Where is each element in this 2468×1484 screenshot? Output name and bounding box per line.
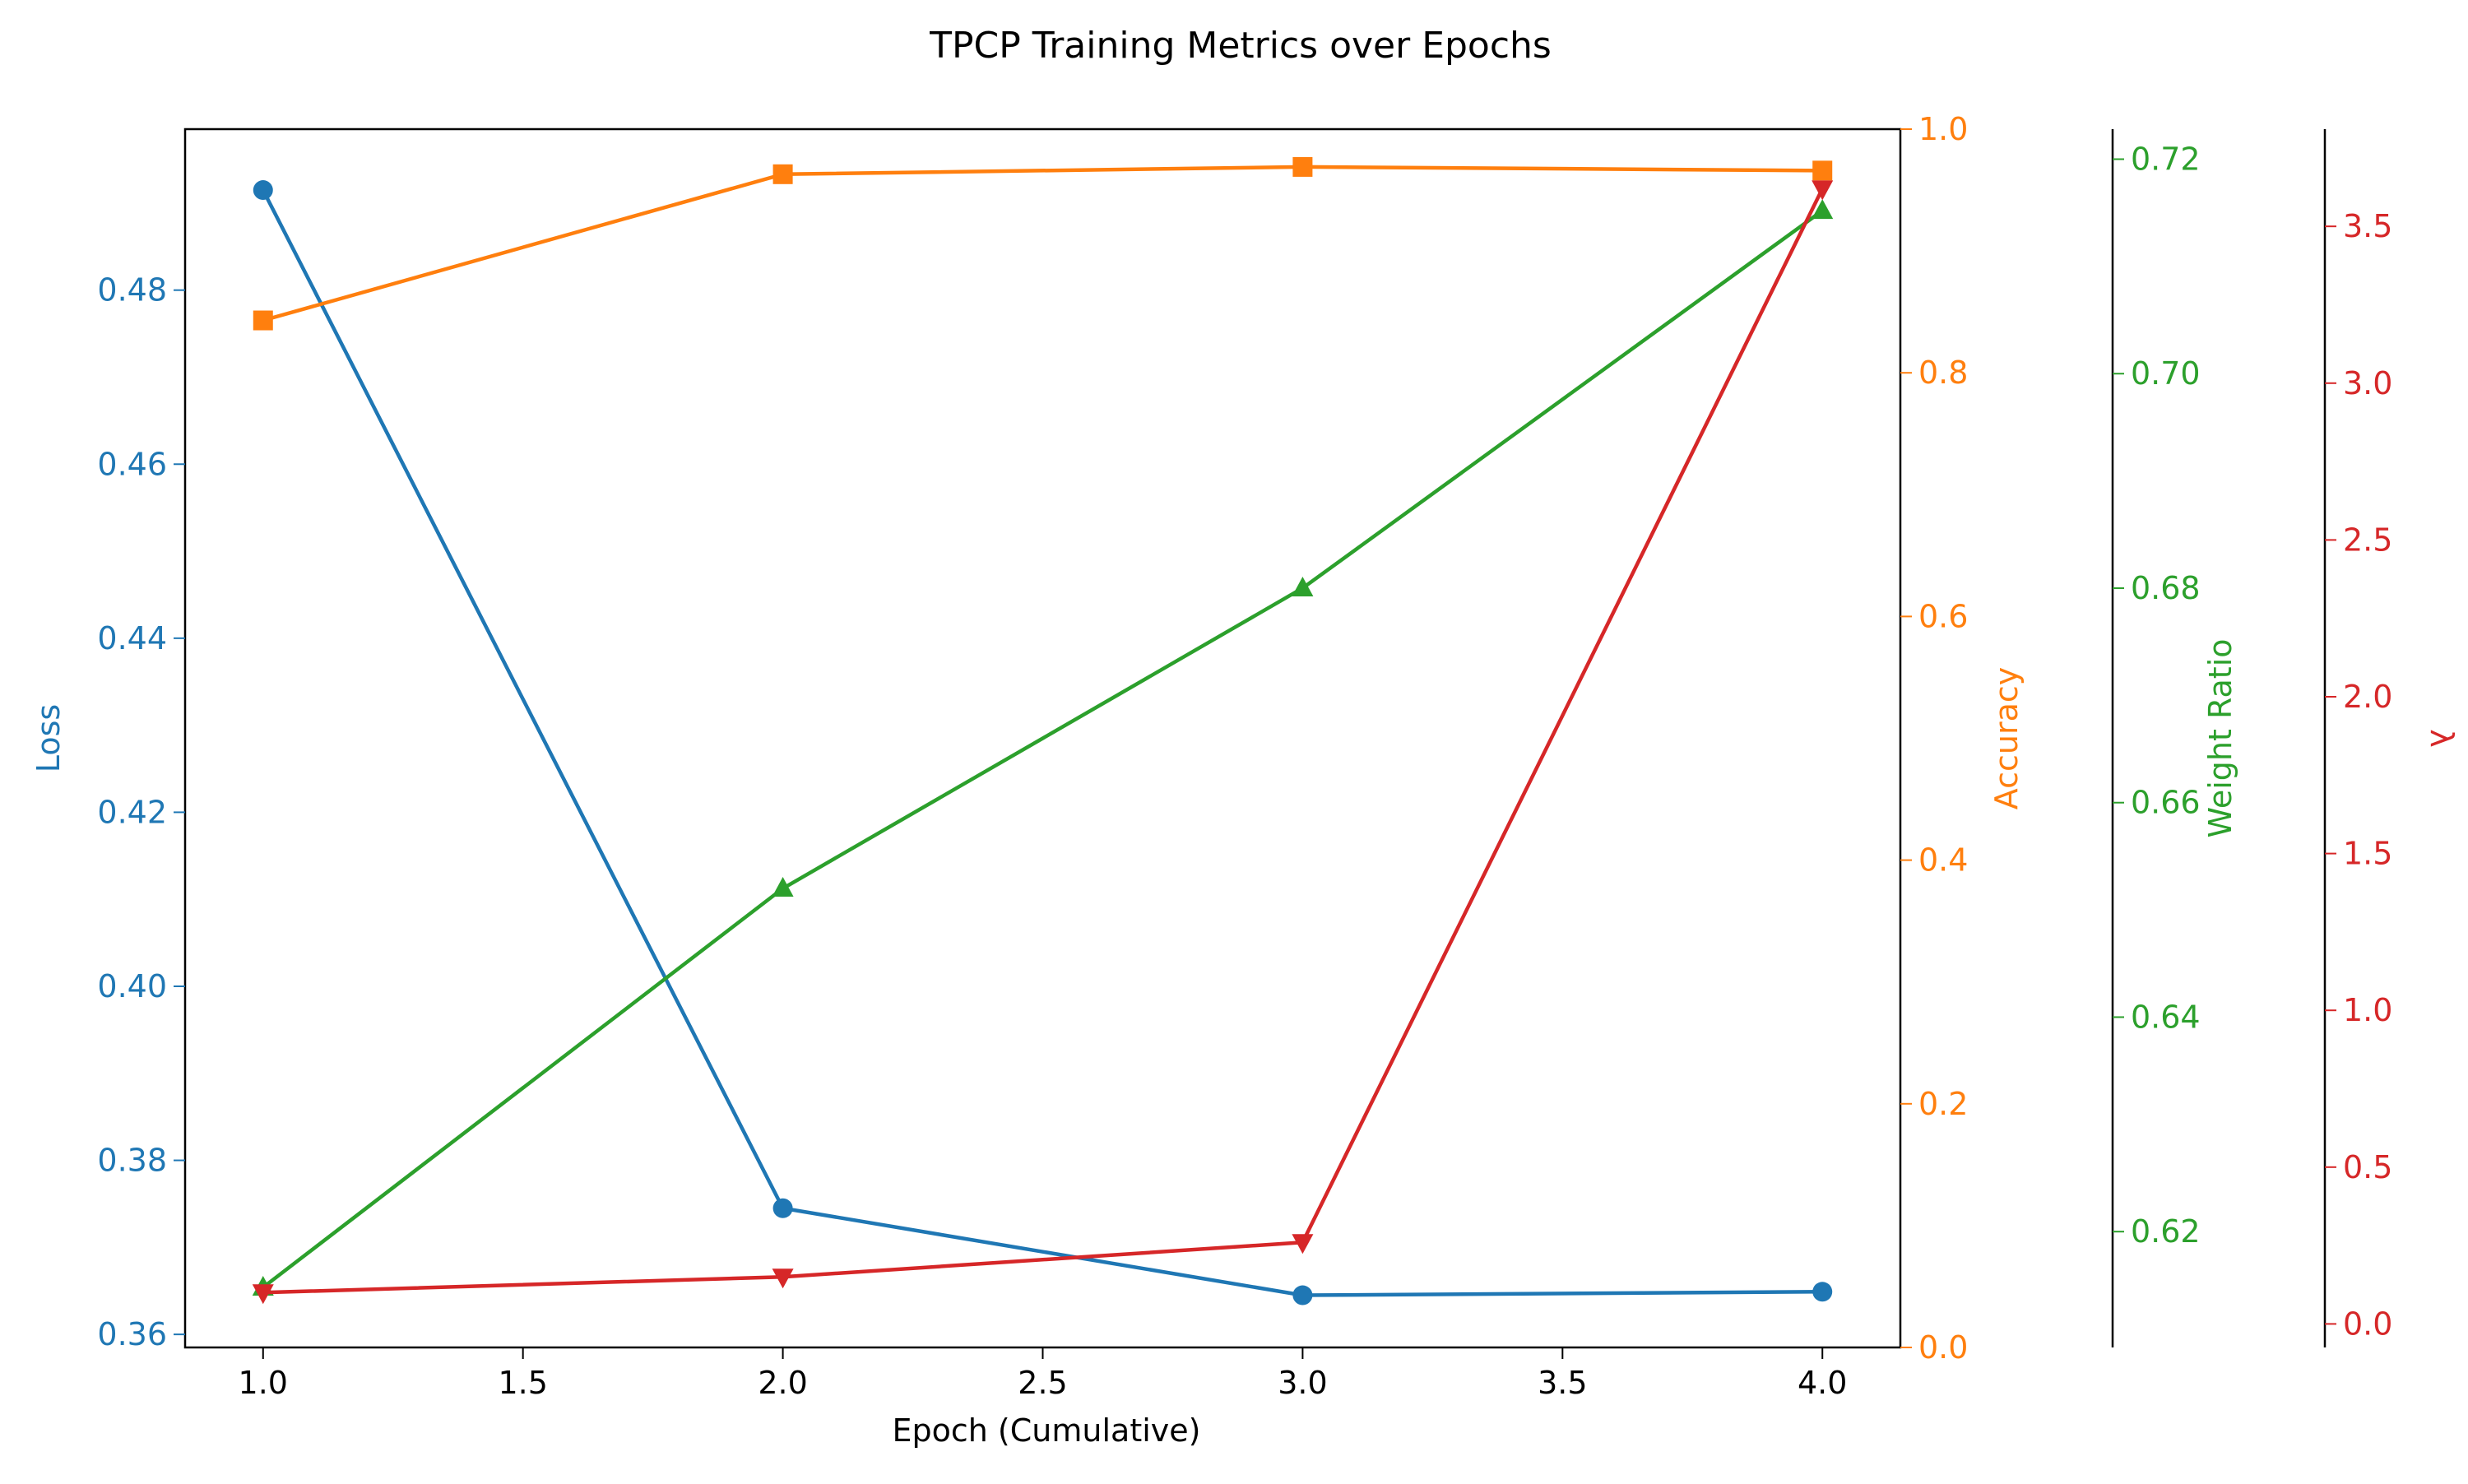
weight_ratio-point: [1812, 199, 1834, 220]
x-axis-label: Epoch (Cumulative): [893, 1412, 1201, 1449]
x-tick-label: 1.5: [498, 1365, 547, 1401]
x-tick-label: 4.0: [1798, 1365, 1847, 1401]
accuracy-tick-label: 0.2: [1918, 1086, 1968, 1122]
loss-point: [1812, 1282, 1833, 1302]
weight_ratio-point: [1292, 576, 1314, 596]
lambda-line: [262, 188, 1825, 1295]
weight_ratio-tick-label: 0.68: [2131, 570, 2201, 606]
loss-point: [772, 1198, 793, 1218]
x-tick-label: 1.0: [239, 1365, 288, 1401]
accuracy-tick-label: 1.0: [1918, 111, 1968, 147]
loss-axis-label: Loss: [30, 704, 67, 772]
accuracy-axis-label: Accuracy: [1988, 667, 2025, 810]
accuracy-point: [772, 164, 793, 184]
lambda-tick-label: 3.0: [2343, 365, 2392, 401]
loss-tick-label: 0.48: [97, 272, 167, 308]
accuracy-point: [1292, 156, 1313, 177]
weight_ratio-tick-label: 0.66: [2131, 785, 2201, 821]
loss-line: [261, 189, 1823, 1297]
x-tick-label: 3.0: [1278, 1365, 1327, 1401]
lambda-tick-label: 0.0: [2343, 1305, 2392, 1342]
accuracy-tick-label: 0.8: [1918, 355, 1968, 391]
lambda-point: [1292, 1234, 1314, 1254]
accuracy-tick-label: 0.6: [1918, 598, 1968, 634]
weight_ratio-tick-label: 0.62: [2131, 1213, 2201, 1250]
lambda-tick-label: 2.5: [2343, 522, 2392, 558]
x-tick-label: 2.5: [1018, 1365, 1067, 1401]
weight_ratio-line: [262, 209, 1824, 1289]
accuracy-tick-label: 0.0: [1918, 1329, 1968, 1366]
x-tick-label: 2.0: [758, 1365, 807, 1401]
accuracy-line: [262, 165, 1823, 322]
lambda-axis-label: λ: [2424, 729, 2460, 748]
loss-tick-label: 0.40: [97, 968, 167, 1004]
weight_ratio-point: [772, 877, 794, 897]
lambda-tick-label: 0.5: [2343, 1149, 2392, 1185]
lambda-point: [252, 1284, 274, 1305]
loss-tick-label: 0.42: [97, 794, 167, 830]
axes-layer: 1.0 1.5 2.0 2.5 3.0 3.5 4.0 0.36 0.38 0.40 0.42 0.4…: [30, 111, 2460, 1401]
accuracy-tick-label: 0.4: [1918, 842, 1968, 879]
accuracy-point: [1812, 160, 1833, 181]
weight_ratio-tick-label: 0.70: [2131, 355, 2201, 392]
loss-tick-label: 0.46: [97, 446, 167, 482]
weight_ratio-axis-label: Weight Ratio: [2202, 638, 2238, 837]
lambda-point: [772, 1268, 794, 1289]
lambda-tick-label: 2.0: [2343, 679, 2392, 715]
loss-tick-label: 0.38: [97, 1143, 167, 1179]
loss-tick-label: 0.36: [97, 1316, 167, 1352]
series-layer: [252, 156, 1834, 1305]
weight_ratio-tick-label: 0.64: [2131, 999, 2201, 1035]
x-tick-label: 3.5: [1538, 1365, 1587, 1401]
lambda-tick-label: 1.5: [2343, 836, 2392, 872]
loss-point: [1292, 1285, 1313, 1305]
lambda-tick-label: 1.0: [2343, 992, 2392, 1028]
loss-point: [253, 180, 273, 201]
weight_ratio-tick-label: 0.72: [2131, 141, 2201, 178]
accuracy-point: [253, 310, 273, 331]
loss-tick-label: 0.44: [97, 620, 167, 656]
lambda-point: [1812, 180, 1834, 201]
lambda-tick-label: 3.5: [2343, 208, 2392, 244]
chart-title: TPCP Training Metrics over Epochs: [929, 25, 1552, 67]
